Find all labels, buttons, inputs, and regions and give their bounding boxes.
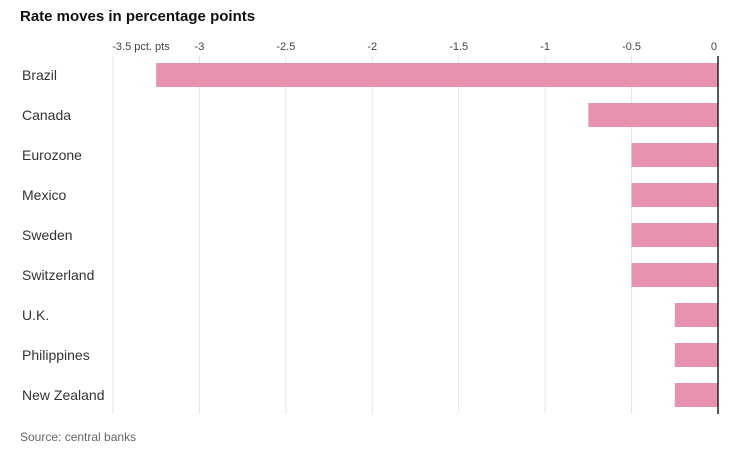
bar-u-k bbox=[674, 303, 718, 327]
category-label: Sweden bbox=[22, 227, 73, 243]
category-label: Eurozone bbox=[22, 147, 82, 163]
x-tick-label: -2.5 bbox=[276, 41, 295, 53]
bar-switzerland bbox=[631, 263, 718, 287]
x-tick-label: -3 bbox=[195, 41, 205, 53]
bar-new-zealand bbox=[674, 383, 718, 407]
x-tick-label: -1 bbox=[540, 41, 550, 53]
bars bbox=[156, 63, 718, 407]
bar-philippines bbox=[674, 343, 718, 367]
x-tick-label: -1.5 bbox=[449, 41, 468, 53]
x-tick-label: -3.5 pct. pts bbox=[112, 41, 170, 53]
category-labels: Brazil Canada Eurozone Mexico Sweden Switzerl… bbox=[22, 67, 105, 403]
gridlines bbox=[112, 56, 633, 414]
bar-brazil bbox=[156, 63, 718, 87]
category-label: U.K. bbox=[22, 307, 49, 323]
category-label: Switzerland bbox=[22, 267, 94, 283]
x-tick-label: -0.5 bbox=[622, 41, 641, 53]
category-label: Philippines bbox=[22, 347, 90, 363]
category-label: Brazil bbox=[22, 67, 57, 83]
category-label: Mexico bbox=[22, 187, 67, 203]
bar-sweden bbox=[631, 223, 718, 247]
source-note: Source: central banks bbox=[20, 430, 137, 444]
bar-eurozone bbox=[631, 143, 718, 167]
category-label: New Zealand bbox=[22, 387, 105, 403]
x-tick-label: -2 bbox=[367, 41, 377, 53]
x-axis-tick-labels: -3.5 pct. pts -3 -2.5 -2 -1.5 -1 -0.5 0 bbox=[112, 41, 717, 53]
bar-canada bbox=[588, 103, 718, 127]
bar-mexico bbox=[631, 183, 718, 207]
category-label: Canada bbox=[22, 107, 71, 123]
x-tick-label: 0 bbox=[711, 41, 717, 53]
chart-title: Rate moves in percentage points bbox=[20, 8, 256, 25]
